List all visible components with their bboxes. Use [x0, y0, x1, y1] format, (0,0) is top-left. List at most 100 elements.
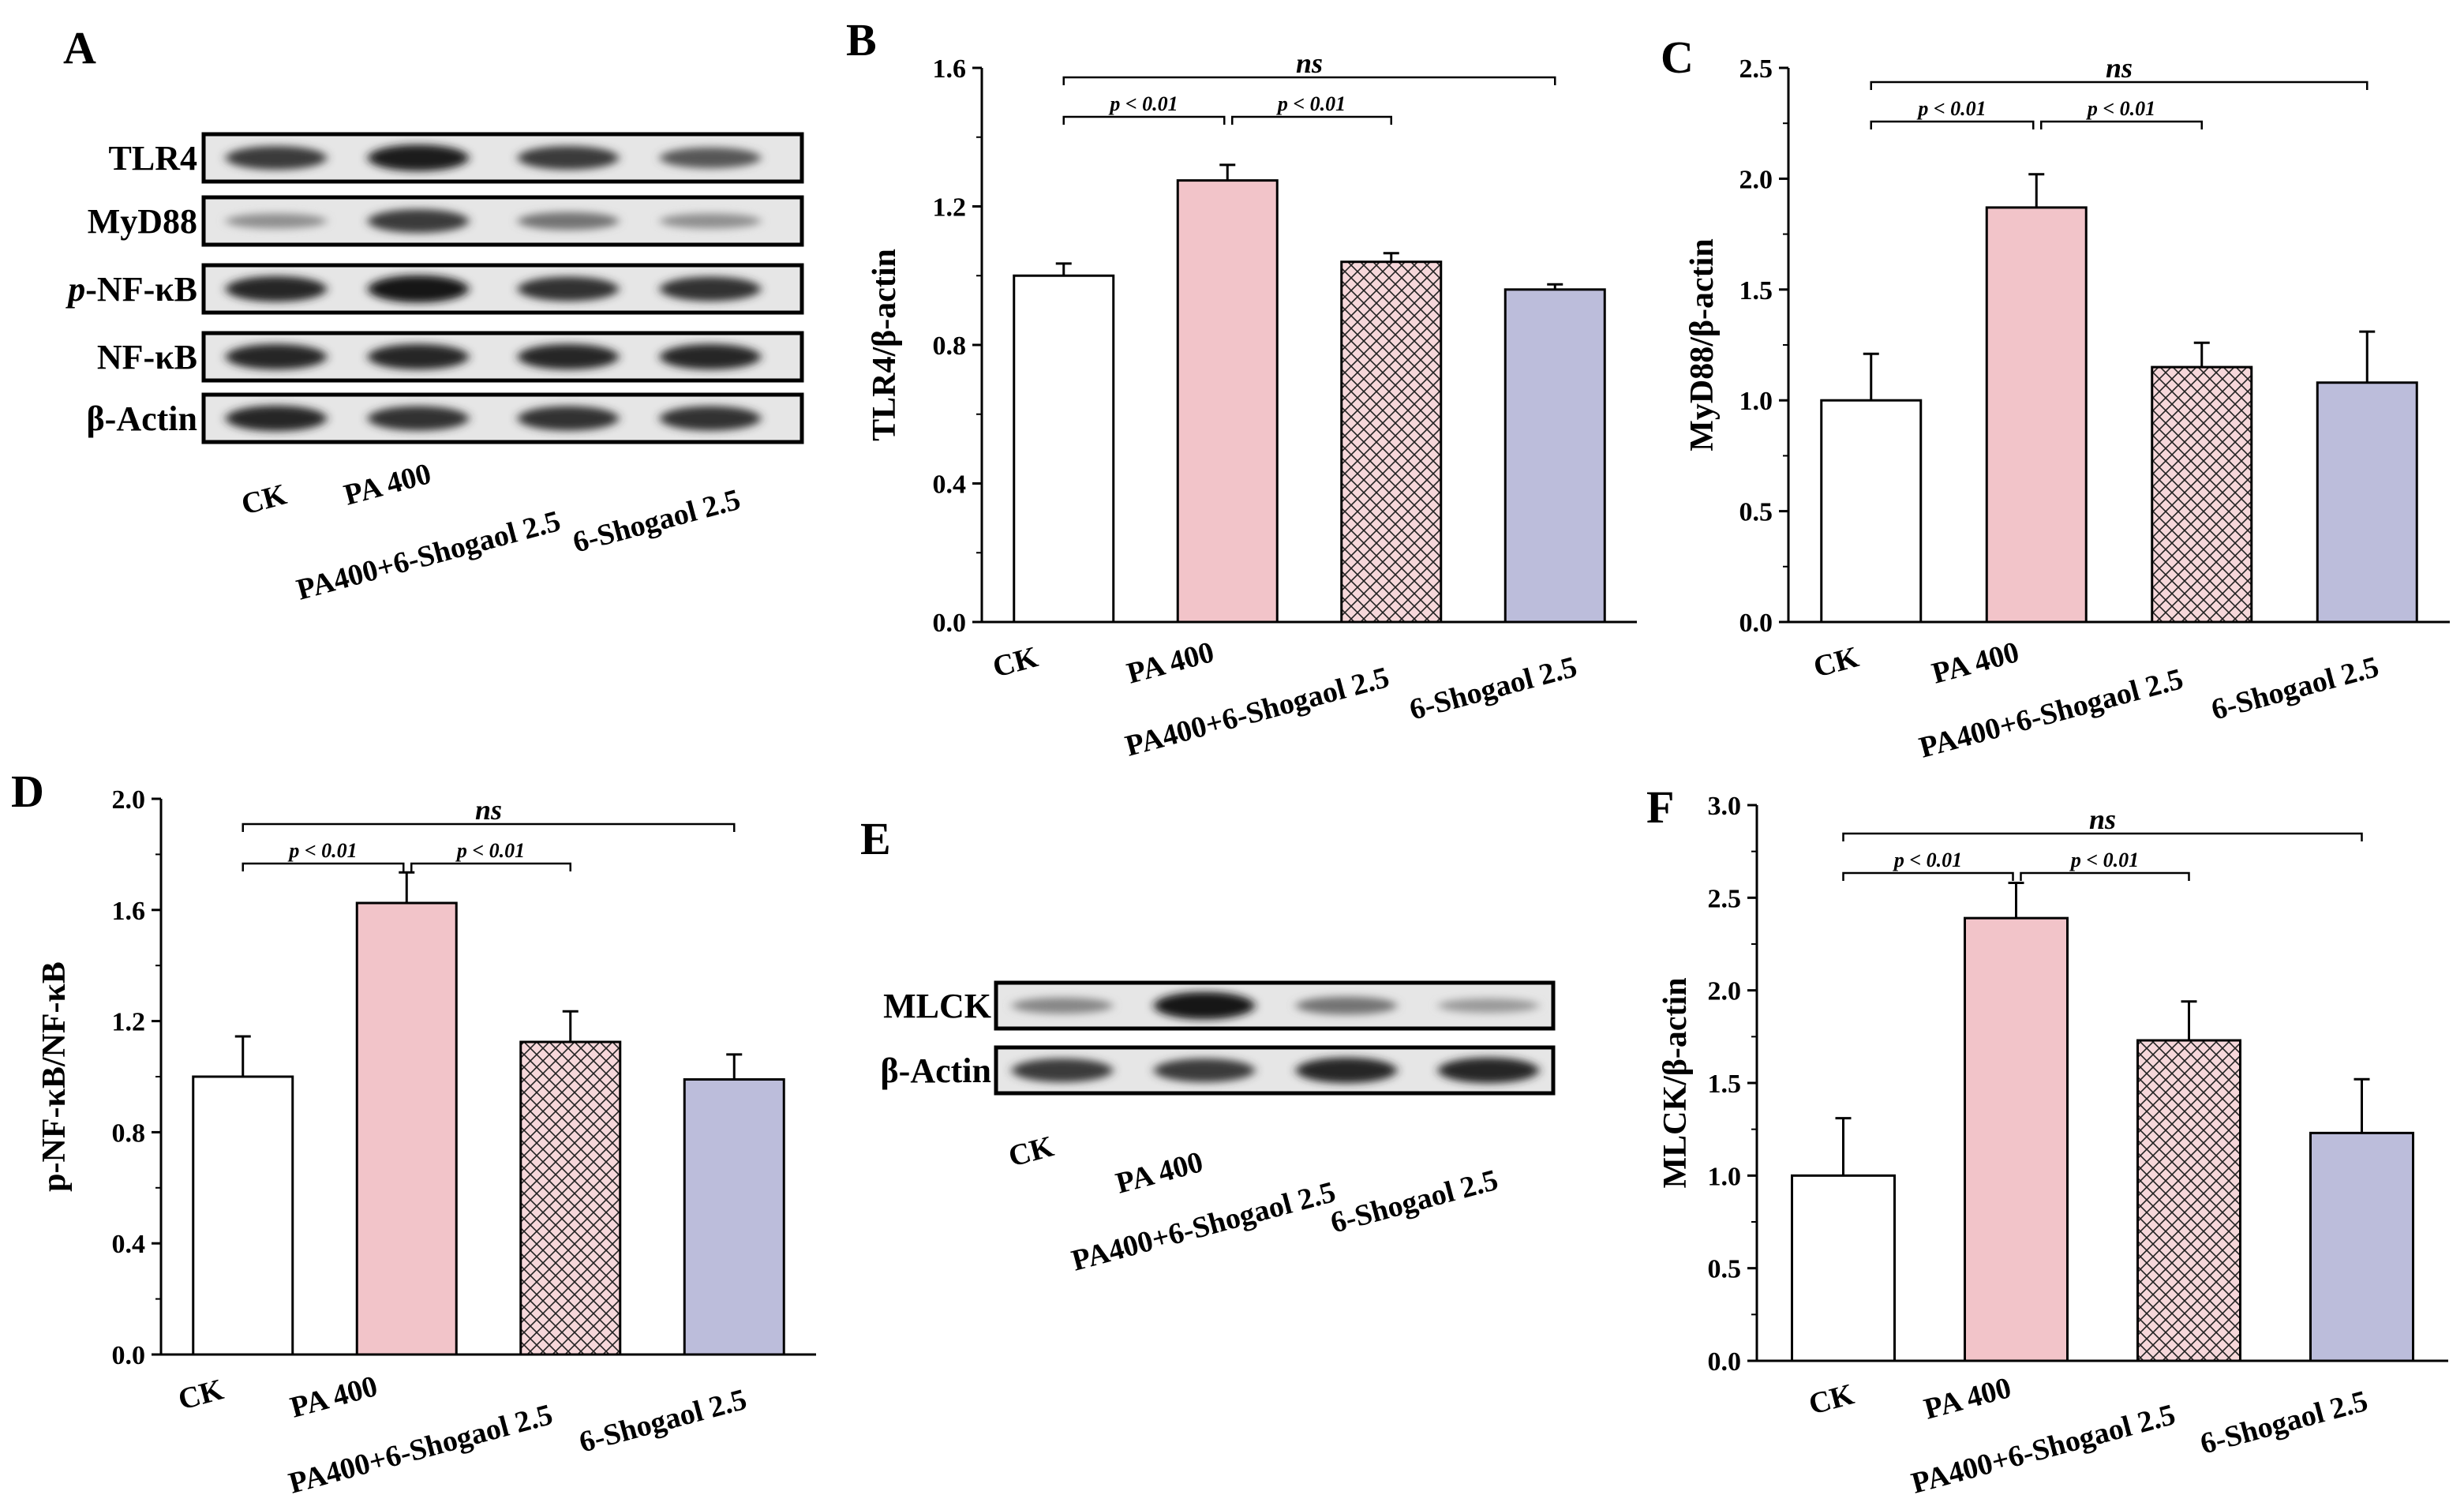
panel-letter-c: C: [1661, 32, 1694, 83]
y-tick-label: 0.4: [112, 1230, 146, 1259]
blot-band: [1154, 1058, 1255, 1082]
y-tick-label: 0.4: [933, 470, 967, 500]
significance-bracket-ns: ns: [1870, 52, 2369, 90]
x-tick-label: 6-Shogaol 2.5: [2196, 1384, 2371, 1461]
bar-pa-400: [355, 901, 458, 1356]
blot-band: [660, 276, 761, 302]
y-axis-label: MLCK/β-actin: [1657, 977, 1694, 1188]
panel-letter-b: B: [846, 14, 877, 66]
blot-band: [368, 209, 469, 233]
panel-letter-e: E: [860, 813, 891, 864]
blot-band: [226, 405, 327, 432]
bracket-line: [242, 822, 736, 832]
blot-band: [368, 144, 469, 171]
bar-ck: [192, 1075, 294, 1356]
y-tick-label: 1.0: [1708, 1162, 1742, 1191]
significance-bracket: p < 0.01: [2020, 849, 2190, 881]
significance-label: p < 0.01: [455, 839, 525, 862]
bar-6-shogaol-2-5: [2316, 381, 2418, 624]
significance-bracket-ns: ns: [1062, 47, 1556, 85]
x-tick-label: CK: [989, 640, 1041, 684]
blot-band: [226, 343, 327, 370]
x-tick-label: 6-Shogaol 2.5: [1406, 650, 1580, 727]
blot-band: [518, 276, 619, 302]
blot-row-actin: β-Actin: [87, 392, 804, 444]
significance-label: ns: [475, 794, 502, 826]
blot-row-myd88: MyD88: [88, 195, 804, 247]
y-tick-label: 1.2: [112, 1008, 146, 1037]
blot-row-label: p-NF-κB: [65, 270, 197, 309]
y-tick-label: 0.8: [112, 1118, 146, 1148]
bar-pa-400: [1985, 206, 2088, 624]
significance-label: p < 0.01: [1108, 92, 1178, 115]
blot-band: [1154, 991, 1255, 1020]
blot-lane-label: PA 400: [1112, 1145, 1206, 1201]
y-tick-label: 2.5: [1708, 884, 1742, 913]
x-tick-label: PA 400: [1928, 635, 2022, 691]
panel-letter-d: D: [11, 766, 44, 817]
significance-label: p < 0.01: [2086, 97, 2155, 120]
bar-chart-f: 0.0 0.5 1.0 1.5 2.0 2.5 3.0 MLCK/β-actin CK PA 40…: [1657, 792, 2448, 1501]
blot-band: [518, 343, 619, 370]
significance-label: ns: [2106, 52, 2133, 84]
significance-label: p < 0.01: [287, 839, 357, 862]
bracket-line: [1870, 81, 2369, 90]
blot-row-label-text: TLR4: [109, 139, 197, 178]
bracket-line: [2020, 871, 2190, 881]
bar-pa400-6-shogaol-2-5: [1340, 260, 1443, 624]
blot-row-label-prefix: p: [65, 270, 85, 309]
blot-row-label: NF-κB: [97, 338, 197, 377]
y-tick-label: 0.0: [1739, 609, 1773, 638]
blot-lane-label: 6-Shogaol 2.5: [569, 483, 743, 560]
y-tick-label: 0.5: [1739, 498, 1773, 527]
y-tick-label: 1.5: [1739, 276, 1773, 305]
blot-lane-label: PA400+6-Shogaol 2.5: [1068, 1175, 1339, 1278]
blot-lane-label: CK: [238, 478, 290, 521]
bracket-line: [1842, 832, 2363, 841]
blot-row-label-text: -NF-κB: [85, 270, 197, 309]
significance-label: p < 0.01: [1276, 92, 1346, 115]
blot-band: [1012, 997, 1113, 1014]
blot-band: [368, 343, 469, 370]
significance-bracket: p < 0.01: [1231, 92, 1392, 125]
bar-pa-400: [1964, 916, 2069, 1362]
blot-lane-label: PA400+6-Shogaol 2.5: [293, 504, 564, 607]
bracket-line: [242, 862, 405, 871]
y-tick-label: 1.0: [1739, 387, 1773, 416]
bracket-line: [1062, 115, 1226, 125]
y-tick-label: 1.6: [933, 54, 967, 84]
blot-row-p-nf-b: p-NF-κB: [65, 263, 804, 315]
y-tick-label: 1.2: [933, 193, 967, 223]
y-tick-label: 3.0: [1708, 792, 1742, 821]
blot-band: [518, 406, 619, 431]
y-tick-label: 0.8: [933, 332, 967, 361]
blot-band: [1438, 999, 1539, 1013]
bracket-line: [410, 862, 571, 871]
significance-bracket: p < 0.01: [1842, 849, 2014, 881]
x-tick-label: CK: [174, 1373, 227, 1416]
significance-label: p < 0.01: [2069, 849, 2139, 871]
blot-row-label: TLR4: [109, 139, 197, 178]
blot-row-label: MyD88: [88, 202, 197, 241]
y-tick-label: 1.5: [1708, 1070, 1742, 1099]
y-tick-label: 0.0: [112, 1341, 146, 1370]
blot-band: [660, 406, 761, 431]
blot-row-label-text: MyD88: [88, 202, 197, 241]
blot-row-tlr4: TLR4: [109, 132, 804, 184]
y-axis-label: p-NF-κB/NF-κB: [36, 961, 73, 1192]
blot-band: [1438, 1057, 1539, 1084]
blot-row-nf-b: NF-κB: [97, 331, 804, 383]
blot-lane-label: CK: [1005, 1130, 1057, 1173]
bar-6-shogaol-2-5: [2309, 1131, 2414, 1362]
panel-letter-a: A: [63, 22, 96, 73]
significance-bracket: p < 0.01: [1062, 92, 1226, 125]
blot-band: [368, 275, 469, 303]
x-tick-label: 6-Shogaol 2.5: [575, 1383, 750, 1459]
y-tick-label: 2.0: [1739, 165, 1773, 194]
blot-lane-label: PA 400: [340, 457, 434, 512]
significance-bracket: p < 0.01: [1870, 97, 2035, 129]
